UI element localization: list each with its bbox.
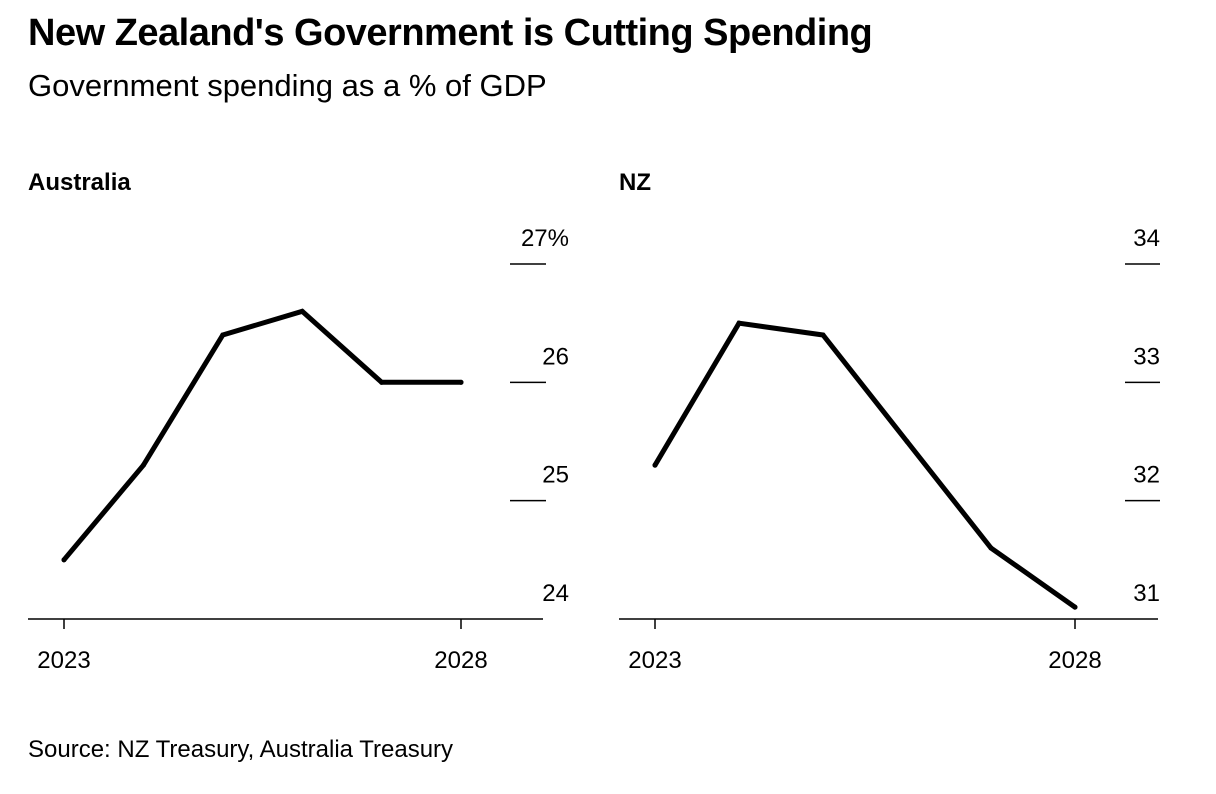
data-point-nz bbox=[652, 462, 658, 468]
chart-title: New Zealand's Government is Cutting Spen… bbox=[28, 12, 873, 54]
data-point-nz bbox=[904, 439, 910, 444]
panel-title-nz: NZ bbox=[619, 169, 651, 196]
y-tick-label-nz: 34 bbox=[1133, 225, 1160, 252]
data-point-australia bbox=[299, 308, 305, 314]
data-point-australia bbox=[61, 557, 67, 563]
y-tick-label-australia: 24 bbox=[542, 580, 569, 607]
data-point-nz bbox=[736, 320, 742, 326]
data-point-nz bbox=[820, 332, 826, 338]
data-point-australia bbox=[140, 462, 146, 468]
y-tick-label-australia: 26 bbox=[542, 343, 569, 370]
y-tick-label-australia: 25 bbox=[542, 462, 569, 489]
data-point-nz bbox=[1072, 604, 1078, 610]
x-tick-label-australia: 2028 bbox=[434, 647, 487, 674]
x-tick-label-australia: 2023 bbox=[37, 647, 90, 674]
series-line-australia bbox=[61, 308, 464, 563]
chart-australia: Australia 24 25 26 27% 2023 2028 bbox=[28, 169, 569, 674]
y-tick-label-nz: 32 bbox=[1133, 462, 1160, 489]
chart-nz: NZ 31 32 33 34 2023 2028 bbox=[619, 169, 1160, 674]
y-tick-label-nz: 33 bbox=[1133, 343, 1160, 370]
data-point-australia bbox=[220, 332, 226, 338]
source-note: Source: NZ Treasury, Australia Treasury bbox=[28, 736, 454, 763]
data-point-nz bbox=[988, 545, 994, 551]
data-point-australia bbox=[379, 379, 385, 385]
chart-subtitle: Government spending as a % of GDP bbox=[28, 68, 547, 103]
x-tick-label-nz: 2028 bbox=[1048, 647, 1101, 674]
y-tick-label-nz: 31 bbox=[1133, 580, 1160, 607]
data-point-australia bbox=[458, 379, 464, 385]
series-line-nz bbox=[652, 320, 1078, 610]
x-tick-label-nz: 2023 bbox=[628, 647, 681, 674]
panel-title-australia: Australia bbox=[28, 169, 131, 196]
y-tick-label-australia: 27% bbox=[521, 225, 569, 252]
